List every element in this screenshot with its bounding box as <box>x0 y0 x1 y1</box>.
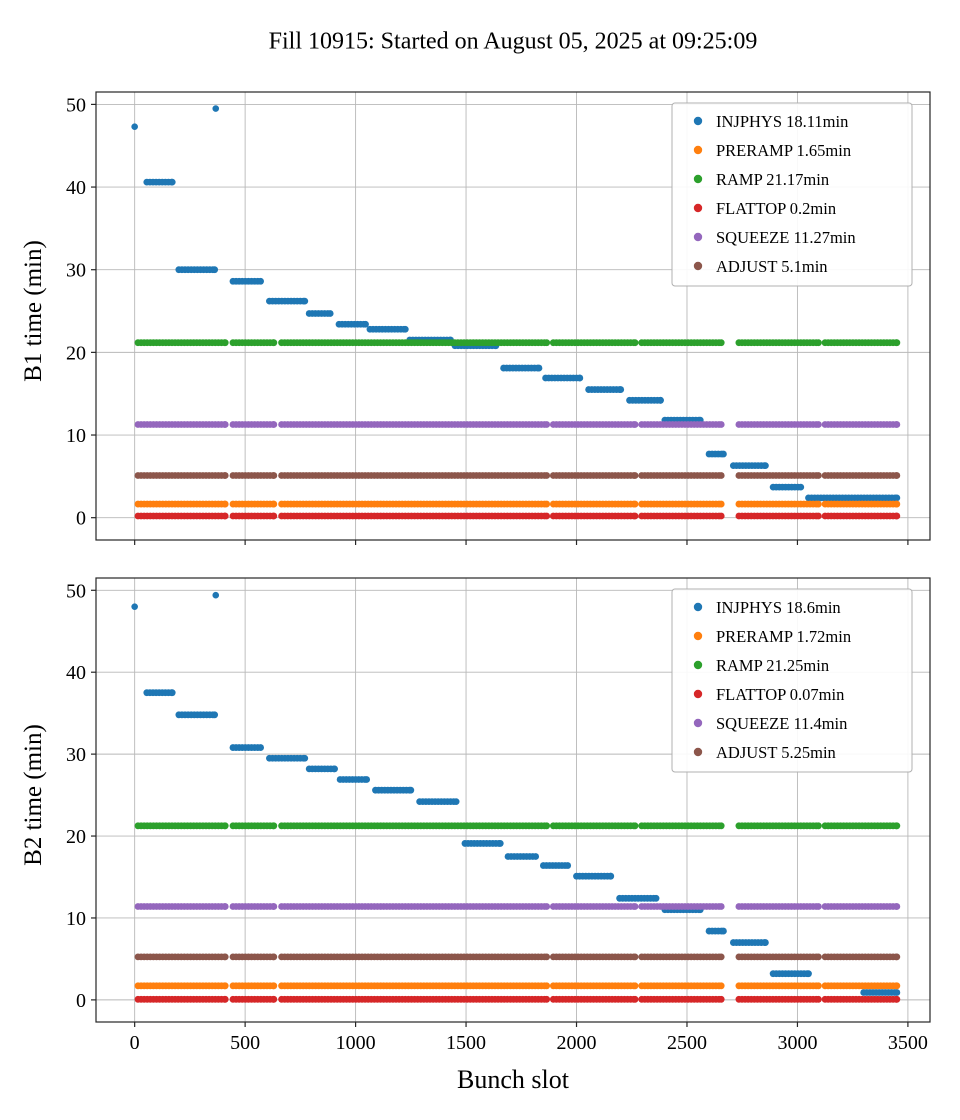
legend-label-injphys: INJPHYS 18.11min <box>716 112 848 131</box>
series-ramp <box>134 822 901 830</box>
y-tick-label: 40 <box>66 177 86 199</box>
legend-label-flattop: FLATTOP 0.07min <box>716 685 844 704</box>
legend-marker-ramp <box>693 660 703 670</box>
y-tick-label: 30 <box>66 260 86 282</box>
y-tick-label: 10 <box>66 425 86 447</box>
x-tick-label: 500 <box>230 1032 260 1054</box>
legend-label-flattop: FLATTOP 0.2min <box>716 199 836 218</box>
legend-marker-adjust <box>693 261 703 271</box>
y-tick-label: 0 <box>76 508 86 530</box>
legend-label-adjust: ADJUST 5.1min <box>716 257 828 276</box>
series-adjust <box>134 953 901 961</box>
y-tick-label: 10 <box>66 908 86 930</box>
legend-box <box>671 588 913 773</box>
legend-marker-adjust <box>693 747 703 757</box>
x-tick-label: 1000 <box>336 1032 376 1054</box>
legend-label-preramp: PRERAMP 1.72min <box>716 627 851 646</box>
subplot-b1: 0 10 20 30 40 50 INJPHYS 18.11min PRERAMP 1.65m… <box>66 91 931 545</box>
legend: INJPHYS 18.6min PRERAMP 1.72min RAMP 21.25… <box>671 588 913 773</box>
legend-marker-ramp <box>693 174 703 184</box>
axes-border <box>95 577 931 1023</box>
b1-y-axis-label: B1 time (min) <box>20 240 47 382</box>
series-squeeze <box>134 421 901 428</box>
x-tick-label: 3500 <box>888 1032 928 1054</box>
y-tick-label: 50 <box>66 94 86 116</box>
legend-label-injphys: INJPHYS 18.6min <box>716 598 841 617</box>
x-tick-label: 2000 <box>557 1032 597 1054</box>
series-preramp <box>134 500 901 508</box>
legend: INJPHYS 18.11min PRERAMP 1.65min RAMP 21.1… <box>671 102 913 287</box>
x-tick-label: 2500 <box>667 1032 707 1054</box>
legend-marker-injphys <box>693 116 703 126</box>
series-adjust <box>134 472 901 479</box>
y-tick-label: 20 <box>66 342 86 364</box>
legend-label-preramp: PRERAMP 1.65min <box>716 141 851 160</box>
legend-box <box>671 102 913 287</box>
legend-marker-injphys <box>693 602 703 612</box>
x-tick-label: 3000 <box>777 1032 817 1054</box>
legend-label-adjust: ADJUST 5.25min <box>716 743 836 762</box>
legend-marker-squeeze <box>693 232 703 242</box>
series-ramp <box>134 339 901 347</box>
ticks: 0 500 1000 1500 2000 2500 3000 3500 0 10 20 30 40 50 <box>66 580 928 1054</box>
axes-border <box>95 91 931 541</box>
series-flattop <box>134 512 901 520</box>
figure-title: Fill 10915: Started on August 05, 2025 a… <box>268 28 758 55</box>
x-axis-label: Bunch slot <box>457 1065 569 1094</box>
y-tick-label: 0 <box>76 990 86 1012</box>
y-tick-label: 40 <box>66 662 86 684</box>
legend-marker-flattop <box>693 689 703 699</box>
y-tick-label: 20 <box>66 826 86 848</box>
legend-marker-preramp <box>693 145 703 155</box>
legend-label-squeeze: SQUEEZE 11.27min <box>716 228 856 247</box>
legend-marker-squeeze <box>693 718 703 728</box>
b2-y-axis-label: B2 time (min) <box>20 724 47 866</box>
legend-marker-preramp <box>693 631 703 641</box>
x-tick-label: 1500 <box>446 1032 486 1054</box>
legend-label-squeeze: SQUEEZE 11.4min <box>716 714 847 733</box>
y-tick-label: 50 <box>66 580 86 602</box>
legend-label-ramp: RAMP 21.17min <box>716 170 829 189</box>
series-squeeze <box>134 903 901 910</box>
legend-marker-flattop <box>693 203 703 213</box>
ticks: 0 10 20 30 40 50 <box>66 94 909 545</box>
series-preramp <box>134 982 901 990</box>
y-tick-label: 30 <box>66 744 86 766</box>
subplot-b2: 0 500 1000 1500 2000 2500 3000 3500 0 10 20 30 40 50 I… <box>66 577 931 1054</box>
x-tick-label: 0 <box>130 1032 140 1054</box>
series-flattop <box>134 995 901 1003</box>
legend-label-ramp: RAMP 21.25min <box>716 656 829 675</box>
